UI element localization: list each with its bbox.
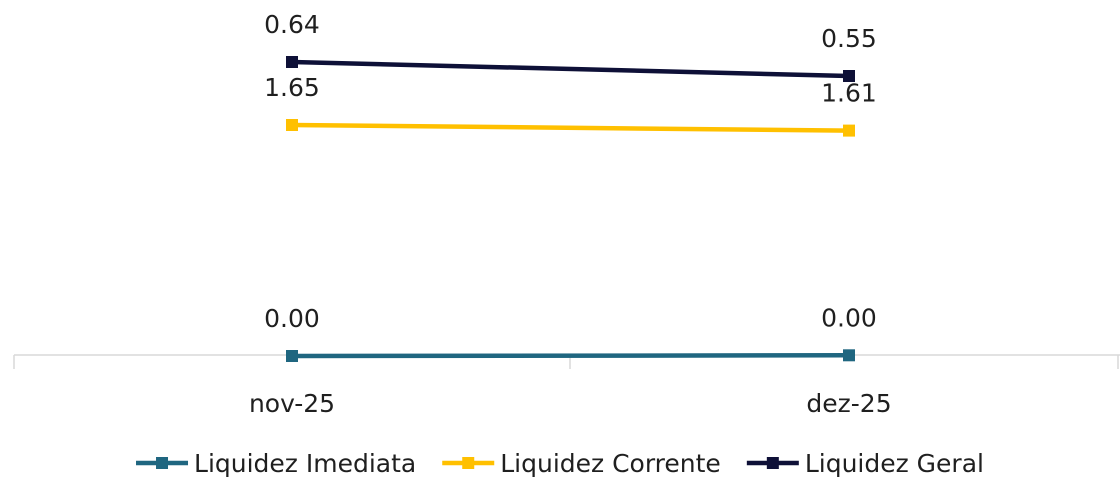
data-labels: 0.00 0.00 1.65 1.61 0.64 0.55 <box>264 10 877 333</box>
x-tick-label: nov-25 <box>249 389 335 418</box>
legend-swatch-marker <box>156 457 169 469</box>
series-liquidez-imediata <box>286 349 855 362</box>
data-point <box>843 124 855 137</box>
series-line <box>291 59 850 79</box>
data-label: 0.55 <box>821 24 877 53</box>
legend-swatch-marker <box>766 457 779 469</box>
legend-label: Liquidez Imediata <box>194 449 416 478</box>
series-liquidez-geral <box>286 56 855 82</box>
legend-swatch-marker <box>462 457 475 469</box>
data-label: 0.00 <box>821 303 877 332</box>
data-point <box>843 70 855 82</box>
legend-label: Liquidez Geral <box>805 449 984 478</box>
series-line <box>291 353 850 359</box>
data-label: 1.61 <box>821 79 877 108</box>
series-layer <box>286 56 855 362</box>
legend-item-liquidez-geral: Liquidez Geral <box>746 449 984 478</box>
x-tick-label: dez-25 <box>806 389 891 418</box>
data-point <box>843 349 855 362</box>
data-point <box>286 350 298 362</box>
data-label: 0.64 <box>264 10 320 39</box>
legend-label: Liquidez Corrente <box>500 449 721 478</box>
legend-item-liquidez-imediata: Liquidez Imediata <box>136 449 416 478</box>
data-label: 0.00 <box>264 304 320 333</box>
data-point <box>286 56 298 68</box>
data-point <box>286 119 298 131</box>
legend: Liquidez Imediata Liquidez Corrente Liquid… <box>136 449 984 478</box>
x-axis-ticks: nov-25 dez-25 <box>249 389 892 418</box>
data-label: 1.65 <box>264 73 320 102</box>
series-line <box>291 122 850 133</box>
series-liquidez-corrente <box>286 119 855 137</box>
legend-item-liquidez-corrente: Liquidez Corrente <box>442 449 721 478</box>
